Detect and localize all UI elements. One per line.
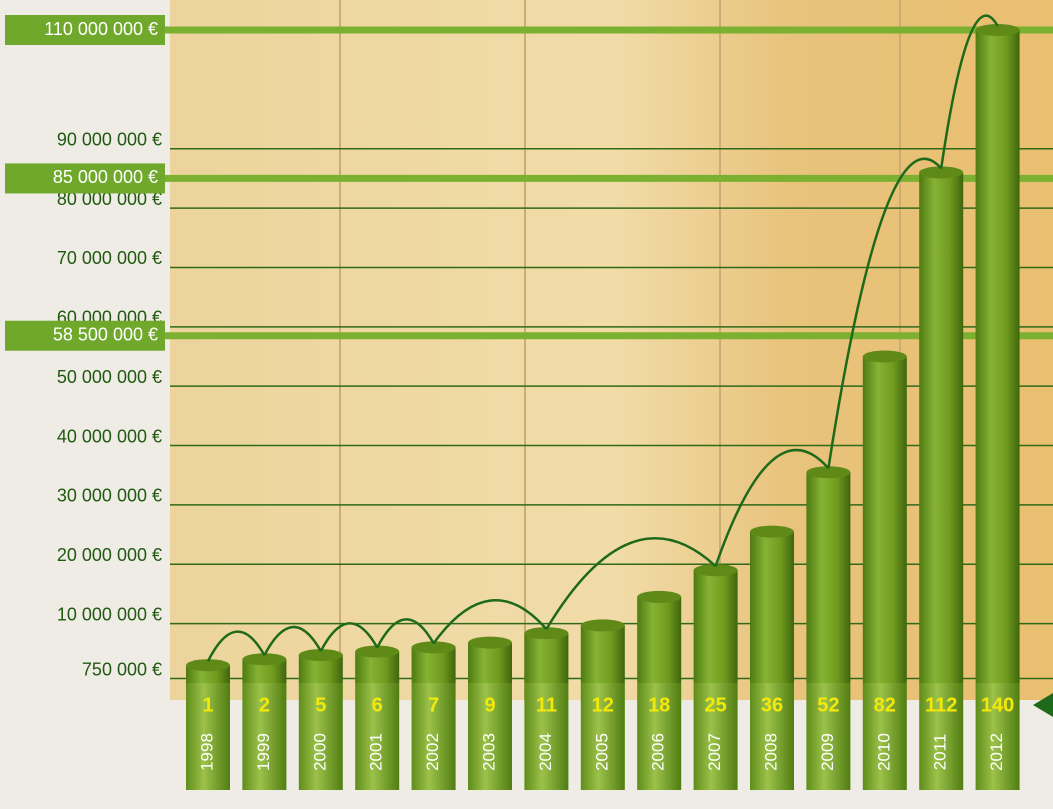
bar-label-block bbox=[186, 683, 230, 790]
highlight-box bbox=[5, 163, 165, 194]
bar bbox=[750, 531, 794, 683]
y-tick-label: 20 000 000 € bbox=[57, 545, 162, 565]
bar-top bbox=[186, 659, 230, 672]
arrow bbox=[1033, 693, 1053, 717]
growth-arc bbox=[319, 622, 379, 652]
growth-arc bbox=[263, 625, 322, 656]
highlight-box bbox=[5, 15, 165, 45]
x-tick-label: 2005 bbox=[592, 733, 611, 771]
y-tick-label: 90 000 000 € bbox=[57, 129, 162, 149]
count-label: 18 bbox=[648, 694, 670, 716]
y-tick-label: 30 000 000 € bbox=[57, 486, 162, 506]
x-tick-label: 2010 bbox=[874, 733, 893, 771]
count-label: 52 bbox=[817, 694, 839, 716]
count-label: 9 bbox=[484, 694, 495, 716]
count-label: 25 bbox=[704, 694, 726, 716]
bar-label-block bbox=[975, 683, 1020, 790]
y-tick-label: 80 000 000 € bbox=[57, 189, 162, 209]
bar-label-block bbox=[806, 683, 851, 790]
bar bbox=[806, 472, 851, 683]
highlight-label: 58 500 000 € bbox=[53, 324, 158, 344]
growth-arc bbox=[714, 448, 830, 567]
highlight-box bbox=[5, 320, 165, 351]
x-tick-label: 1998 bbox=[197, 733, 216, 771]
count-label: 1 bbox=[202, 694, 213, 716]
bar bbox=[580, 625, 625, 683]
growth-arc bbox=[827, 157, 943, 469]
y-tick-label: 750 000 € bbox=[82, 659, 162, 679]
x-tick-label: 2003 bbox=[479, 733, 498, 771]
bar-label-block bbox=[242, 683, 287, 790]
bar-top bbox=[580, 619, 625, 632]
x-tick-label: 2001 bbox=[367, 733, 386, 771]
bar bbox=[637, 596, 682, 683]
bar bbox=[468, 642, 512, 683]
bar-label-block bbox=[750, 683, 794, 790]
count-label: 2 bbox=[259, 694, 270, 716]
bar-top bbox=[637, 590, 682, 603]
y-tick-label: 70 000 000 € bbox=[57, 248, 162, 268]
bar-top bbox=[862, 350, 907, 363]
bar-label-block bbox=[524, 683, 569, 790]
bar-top bbox=[468, 636, 512, 649]
count-label: 36 bbox=[761, 694, 783, 716]
highlight-label: 110 000 000 € bbox=[44, 19, 158, 39]
bar bbox=[693, 570, 738, 683]
bar-top bbox=[975, 24, 1020, 36]
count-label: 7 bbox=[428, 694, 439, 716]
x-tick-label: 1999 bbox=[254, 733, 273, 771]
y-tick-label: 10 000 000 € bbox=[57, 604, 162, 624]
bar-label-block bbox=[693, 683, 738, 790]
bar bbox=[919, 172, 964, 684]
x-tick-label: 2006 bbox=[649, 733, 668, 771]
bar-label-block bbox=[580, 683, 625, 790]
bar-top bbox=[919, 166, 964, 179]
count-label: 11 bbox=[536, 694, 557, 716]
bar-label-block bbox=[411, 683, 456, 790]
bar bbox=[524, 633, 569, 683]
bar-label-block bbox=[355, 683, 400, 790]
bar-top bbox=[693, 564, 738, 577]
bar bbox=[975, 30, 1020, 683]
bar-top bbox=[411, 641, 456, 654]
count-label: 140 bbox=[981, 694, 1014, 716]
x-tick-label: 2008 bbox=[761, 733, 780, 771]
bar-label-block bbox=[637, 683, 682, 790]
count-label: 5 bbox=[315, 694, 326, 716]
x-tick-label: 2002 bbox=[423, 733, 442, 771]
bar-top bbox=[806, 466, 851, 479]
bar bbox=[862, 356, 907, 683]
growth-arc bbox=[432, 599, 548, 645]
count-label: 6 bbox=[372, 694, 383, 716]
bar-label-block bbox=[919, 683, 964, 790]
bar bbox=[242, 659, 287, 683]
bar-label-block bbox=[468, 683, 512, 790]
count-label: 112 bbox=[925, 694, 957, 716]
x-tick-label: 2000 bbox=[310, 733, 329, 771]
x-tick-label: 2004 bbox=[536, 733, 555, 771]
count-label: 82 bbox=[874, 694, 896, 716]
y-tick-label: 40 000 000 € bbox=[57, 426, 162, 446]
bar-top bbox=[298, 649, 343, 662]
growth-arc bbox=[376, 618, 435, 649]
growth-arc bbox=[545, 537, 717, 630]
growth-arc bbox=[939, 14, 999, 169]
x-tick-label: 2011 bbox=[931, 734, 950, 771]
growth-arc bbox=[206, 630, 266, 662]
bar-top bbox=[355, 645, 400, 658]
bar-label-block bbox=[298, 683, 343, 790]
y-tick-label: 50 000 000 € bbox=[57, 367, 162, 387]
x-tick-label: 2007 bbox=[705, 733, 724, 771]
count-label: 12 bbox=[592, 694, 614, 716]
highlight-label: 85 000 000 € bbox=[53, 167, 158, 187]
x-tick-label: 2012 bbox=[987, 733, 1006, 771]
bar-label-block bbox=[862, 683, 907, 790]
bar-top bbox=[524, 627, 569, 640]
bar-top bbox=[750, 525, 794, 538]
x-tick-label: 2009 bbox=[818, 733, 837, 771]
bar-top bbox=[242, 653, 287, 666]
